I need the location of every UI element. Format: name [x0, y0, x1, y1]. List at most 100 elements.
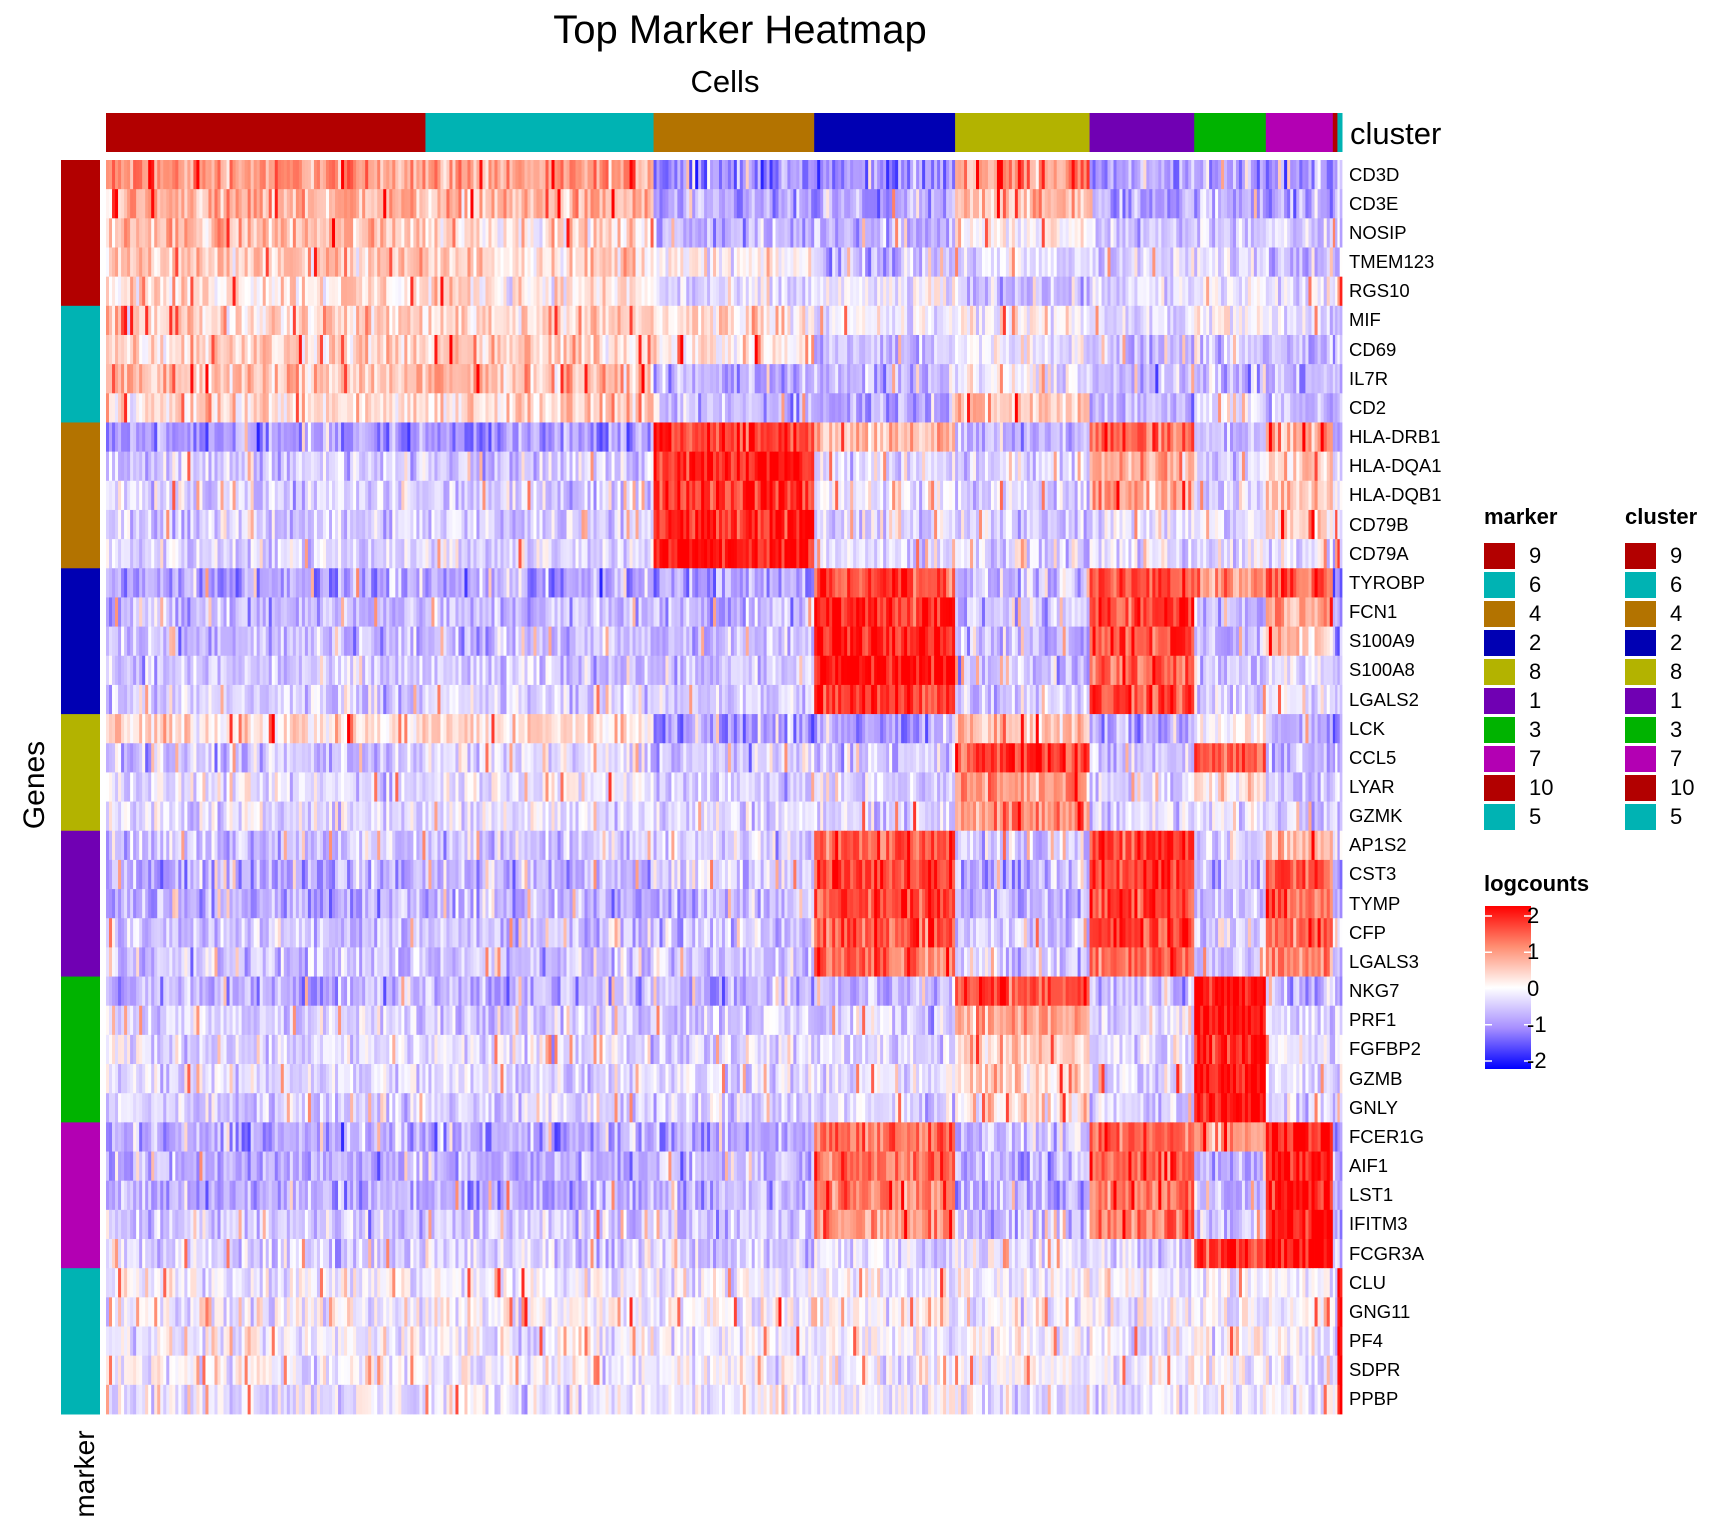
heatmap-cell [1218, 247, 1222, 278]
heatmap-cell [1284, 422, 1288, 453]
heatmap-cell [1098, 189, 1102, 219]
heatmap-cell [802, 189, 806, 219]
heatmap-cell [1320, 364, 1325, 394]
heatmap-cell [1113, 305, 1117, 336]
heatmap-cell [862, 276, 866, 307]
heatmap-cell [650, 160, 654, 190]
heatmap-cell [1268, 451, 1273, 482]
heatmap-cell [1059, 480, 1064, 511]
heatmap-cell [542, 364, 546, 394]
heatmap-cell [841, 189, 845, 219]
heatmap-cell [1305, 451, 1309, 482]
heatmap-cell [1173, 247, 1177, 278]
heatmap-cell [491, 393, 495, 423]
heatmap-cell [1212, 160, 1216, 190]
heatmap-cell [202, 364, 206, 394]
heatmap-cell [952, 218, 956, 248]
heatmap-cell [479, 160, 483, 190]
heatmap-cell [605, 160, 609, 190]
heatmap-cell [509, 364, 513, 394]
heatmap-cell [674, 276, 678, 307]
heatmap-cell [647, 305, 651, 336]
heatmap-cell [990, 160, 995, 190]
heatmap-cell [449, 276, 453, 307]
heatmap-cell [778, 393, 782, 423]
heatmap-cell [727, 451, 732, 482]
heatmap-cell [283, 422, 288, 453]
heatmap-cell [967, 334, 971, 365]
heatmap-cell [913, 218, 917, 248]
heatmap-cell [554, 480, 558, 511]
heatmap-cell [106, 480, 110, 511]
heatmap-cell [1050, 160, 1055, 190]
heatmap-cell [163, 334, 167, 365]
heatmap-cell [1179, 422, 1183, 453]
heatmap-cell [1077, 218, 1081, 248]
heatmap-cell [178, 364, 182, 394]
heatmap-cell [970, 276, 974, 307]
heatmap-cell [993, 305, 998, 336]
heatmap-cell [1155, 393, 1159, 423]
heatmap-cell [996, 247, 1001, 278]
heatmap-cell [148, 422, 152, 453]
heatmap-cell [1035, 451, 1040, 482]
heatmap-cell [572, 480, 576, 511]
heatmap-cell [656, 480, 660, 511]
heatmap-cell [907, 364, 911, 394]
heatmap-cell [683, 451, 687, 482]
heatmap-cell [623, 422, 627, 453]
heatmap-cell [1029, 189, 1034, 219]
heatmap-cell [542, 189, 546, 219]
heatmap-cell [533, 451, 537, 482]
heatmap-cell [148, 451, 152, 482]
heatmap-cell [584, 480, 588, 511]
heatmap-cell [811, 305, 815, 336]
heatmap-cell [928, 422, 932, 453]
heatmap-cell [919, 305, 923, 336]
heatmap-cell [1134, 160, 1138, 190]
heatmap-cell [796, 393, 800, 423]
heatmap-cell [704, 451, 708, 482]
heatmap-cell [1116, 160, 1120, 190]
heatmap-cell [677, 334, 681, 365]
heatmap-cell [964, 305, 968, 336]
heatmap-cell [401, 189, 405, 219]
heatmap-cell [247, 422, 252, 453]
heatmap-cell [581, 160, 585, 190]
heatmap-cell [647, 218, 651, 248]
heatmap-cell [587, 276, 591, 307]
heatmap-cell [458, 334, 462, 365]
heatmap-cell [377, 276, 381, 307]
heatmap-cell [548, 160, 552, 190]
heatmap-cell [1062, 276, 1067, 307]
heatmap-cell [623, 276, 627, 307]
heatmap-cell [1092, 422, 1096, 453]
heatmap-cell [877, 393, 881, 423]
heatmap-cell [629, 247, 633, 278]
heatmap-cell [362, 247, 366, 278]
heatmap-cell [680, 160, 684, 190]
heatmap-cell [1235, 480, 1240, 511]
heatmap-cell [121, 364, 125, 394]
heatmap-cell [1080, 276, 1084, 307]
heatmap-cell [1191, 451, 1195, 482]
heatmap-cell [199, 305, 203, 336]
heatmap-cell [1065, 480, 1070, 511]
heatmap-cell [1011, 393, 1016, 423]
heatmap-cell [118, 218, 122, 248]
heatmap-cell [572, 160, 576, 190]
heatmap-cell [1224, 189, 1228, 219]
heatmap-cell [979, 451, 983, 482]
heatmap-cell [190, 305, 194, 336]
heatmap-cell [154, 364, 158, 394]
heatmap-cell [1244, 276, 1249, 307]
heatmap-cell [895, 422, 899, 453]
heatmap-cell [952, 305, 956, 336]
heatmap-cell [730, 189, 735, 219]
heatmap-cell [1062, 451, 1067, 482]
heatmap-cell [551, 247, 555, 278]
heatmap-cell [1053, 189, 1058, 219]
heatmap-cell [1281, 364, 1285, 394]
heatmap-cell [536, 364, 540, 394]
heatmap-cell [121, 218, 125, 248]
